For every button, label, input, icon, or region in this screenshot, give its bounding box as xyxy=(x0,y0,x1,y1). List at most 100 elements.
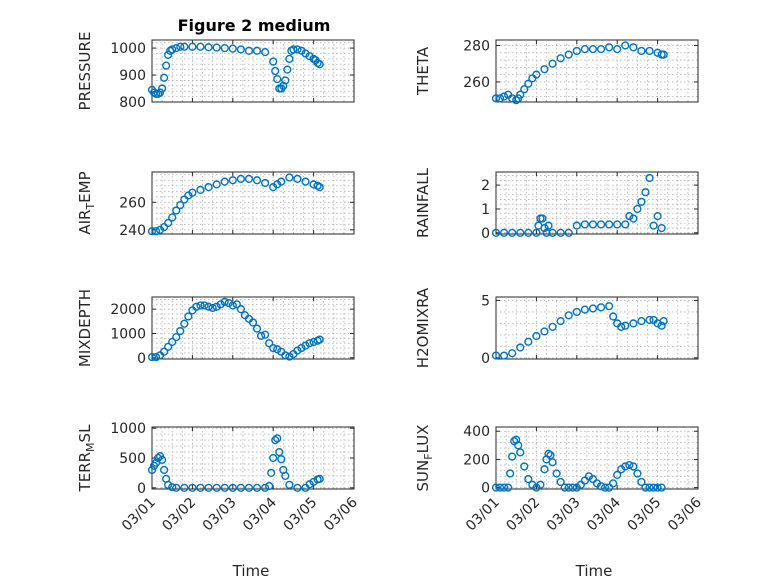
data-point xyxy=(192,302,201,311)
data-point xyxy=(305,339,314,348)
y-axis-label: RAINFALL xyxy=(414,167,432,238)
data-point xyxy=(588,475,598,484)
subplot-h2omixra: 0 5 H2OMIXRA xyxy=(414,287,699,368)
data-point xyxy=(244,483,254,492)
data-point xyxy=(645,315,654,325)
data-point xyxy=(281,471,290,480)
data-point xyxy=(275,447,284,457)
y-tick-label: 0 xyxy=(481,226,490,242)
data-point xyxy=(504,483,513,492)
data-point xyxy=(508,228,517,237)
data-point xyxy=(261,48,270,57)
data-point xyxy=(556,54,565,63)
data-point xyxy=(633,204,642,214)
data-point xyxy=(158,455,167,464)
subplot-terr: 0 500 1000 03/01 03/02 03/03 03/04 03/05 03/06 TE… xyxy=(76,421,361,534)
x-tick-label: 03/04 xyxy=(584,494,624,534)
data-point xyxy=(605,43,614,52)
data-point xyxy=(621,220,630,229)
data-point xyxy=(164,218,173,228)
data-point xyxy=(261,483,270,492)
data-point xyxy=(168,45,177,54)
data-point xyxy=(281,351,290,360)
x-axis-label-right: Time xyxy=(575,562,613,580)
data-point xyxy=(208,303,217,313)
data-point xyxy=(552,469,561,478)
data-point xyxy=(524,228,533,237)
data-point xyxy=(621,321,630,330)
data-point xyxy=(164,342,173,351)
x-tick-label: 03/01 xyxy=(119,495,159,535)
data-point xyxy=(269,343,278,353)
data-point xyxy=(633,469,642,478)
data-point xyxy=(196,483,205,492)
data-point xyxy=(613,470,622,480)
subplot-rainfall: 0 1 2 RAINFALL xyxy=(414,167,699,242)
data-point xyxy=(540,465,549,474)
data-point xyxy=(204,43,213,52)
data-point xyxy=(572,46,581,56)
data-point xyxy=(572,221,581,230)
y-tick-label: 400 xyxy=(463,424,490,440)
data-point xyxy=(629,214,638,223)
data-point xyxy=(653,212,662,221)
x-tick-label: 03/02 xyxy=(159,495,199,535)
data-point xyxy=(204,483,213,492)
y-tick-label: 1 xyxy=(481,202,490,218)
subplot-air: 240 260 AIRTEMP xyxy=(76,171,355,239)
data-point xyxy=(269,57,278,66)
data-point xyxy=(315,183,324,192)
data-point xyxy=(261,330,270,339)
y-tick-label: 800 xyxy=(119,95,146,111)
data-point xyxy=(151,227,161,236)
data-point xyxy=(220,483,229,492)
data-point xyxy=(261,178,270,188)
y-tick-label: 900 xyxy=(119,68,146,84)
data-point xyxy=(617,322,626,331)
data-point xyxy=(168,337,177,347)
data-point xyxy=(516,228,525,237)
data-point xyxy=(659,317,668,326)
data-point xyxy=(548,458,557,467)
data-point xyxy=(188,188,197,197)
data-point xyxy=(301,177,310,186)
y-tick-label: 1000 xyxy=(110,41,146,57)
data-point xyxy=(180,319,189,328)
data-point xyxy=(252,176,262,185)
data-point xyxy=(168,213,177,222)
y-axis-label: THETA xyxy=(414,46,432,96)
data-point xyxy=(293,174,302,183)
data-point xyxy=(596,45,606,54)
data-point xyxy=(524,79,533,88)
subplot-sun: 0 200 400 03/01 03/02 03/03 03/04 03/05 03/06 SUN… xyxy=(414,424,705,534)
data-point xyxy=(176,326,185,336)
data-point xyxy=(265,481,274,491)
y-tick-label: 260 xyxy=(119,195,146,211)
data-point xyxy=(228,176,237,185)
data-point xyxy=(252,324,262,333)
data-point xyxy=(621,462,630,471)
y-tick-label: 280 xyxy=(463,38,490,54)
y-tick-label: 0 xyxy=(137,481,146,497)
data-point xyxy=(172,43,181,53)
data-point xyxy=(491,483,501,492)
data-point xyxy=(580,220,589,229)
x-tick-label: 03/03 xyxy=(544,495,584,535)
x-axis-label-left: Time xyxy=(232,562,270,580)
data-point xyxy=(248,318,258,327)
data-point xyxy=(512,96,521,105)
data-point xyxy=(269,453,278,463)
data-point xyxy=(216,300,225,309)
data-point xyxy=(160,223,169,232)
data-point xyxy=(560,483,569,492)
y-tick-label: 5 xyxy=(481,293,490,309)
data-point xyxy=(315,335,324,344)
data-point xyxy=(556,228,565,237)
data-point xyxy=(265,339,274,348)
y-tick-label: 240 xyxy=(119,223,146,239)
data-point xyxy=(556,317,565,326)
data-point xyxy=(224,298,233,308)
data-point xyxy=(147,227,157,236)
data-point xyxy=(236,305,245,314)
data-point xyxy=(220,297,229,306)
